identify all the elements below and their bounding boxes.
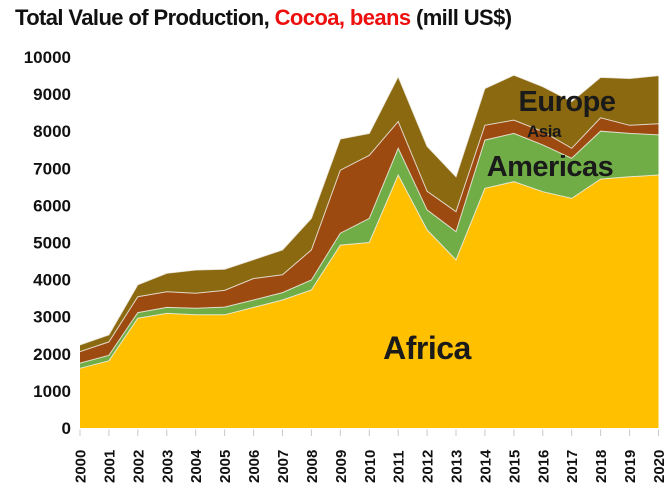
chart-title-highlight: Cocoa, beans [274, 5, 411, 30]
y-tick-label: 8000 [33, 122, 71, 141]
region-label-europe: Europe [519, 86, 616, 118]
x-axis: 2000 2001 2002 2003 2004 2005 2006 2007 2008 2009… [73, 429, 668, 483]
x-tick-label: 2019 [622, 450, 639, 483]
x-tick-label: 2008 [304, 450, 321, 483]
y-axis: 0 1000 2000 3000 4000 5000 6000 7000 8000 9000 100… [24, 48, 71, 438]
region-label-africa: Africa [383, 330, 471, 366]
y-tick-label: 2000 [33, 345, 71, 364]
y-tick-label: 6000 [33, 196, 71, 215]
x-tick-label: 2011 [391, 450, 408, 483]
layer-divider-line [79, 74, 659, 346]
x-tick-label: 2016 [535, 450, 552, 483]
y-tick-label: 10000 [24, 48, 71, 67]
y-tick-label: 9000 [33, 85, 71, 104]
y-tick-label: 0 [62, 419, 71, 438]
chart-title-prefix: Total Value of Production, [15, 5, 275, 30]
x-tick-label: 2006 [246, 450, 263, 483]
layer-divider-line [79, 130, 659, 364]
x-tick-label: 2009 [333, 450, 350, 483]
x-tick-label: 2004 [188, 449, 205, 483]
x-tick-label: 2013 [449, 450, 466, 483]
x-tick-label: 2015 [506, 450, 523, 483]
region-label-americas: Americas [487, 151, 614, 183]
x-tick-label: 2002 [130, 450, 147, 483]
chart-title-suffix: (mill US$) [410, 5, 512, 30]
y-tick-label: 4000 [33, 271, 71, 290]
x-tick-label: 2010 [362, 450, 379, 483]
layer-divider-line [79, 117, 659, 353]
y-tick-label: 7000 [33, 159, 71, 178]
area-africa [80, 175, 659, 428]
x-tick-label: 2017 [564, 450, 581, 483]
x-tick-label: 2020 [651, 450, 668, 483]
x-tick-label: 2018 [593, 450, 610, 483]
x-tick-label: 2014 [477, 449, 494, 483]
x-tick-label: 2003 [159, 450, 176, 483]
layer-divider-line [79, 173, 659, 369]
layer-dividers [79, 74, 659, 369]
x-tick-label: 2001 [101, 450, 118, 483]
chart-title: Total Value of Production, Cocoa, beans … [15, 5, 512, 31]
plot-areas [80, 75, 659, 429]
region-label-asia: Asia [527, 122, 562, 141]
x-tick-label: 2007 [275, 450, 292, 483]
region-labels: Africa Americas Asia Europe [383, 86, 616, 366]
x-tick-label: 2000 [73, 450, 90, 483]
y-tick-label: 5000 [33, 234, 71, 253]
x-tick-label: 2005 [217, 450, 234, 483]
x-tick-label: 2012 [420, 450, 437, 483]
y-tick-label: 1000 [33, 382, 71, 401]
y-tick-label: 3000 [33, 308, 71, 327]
